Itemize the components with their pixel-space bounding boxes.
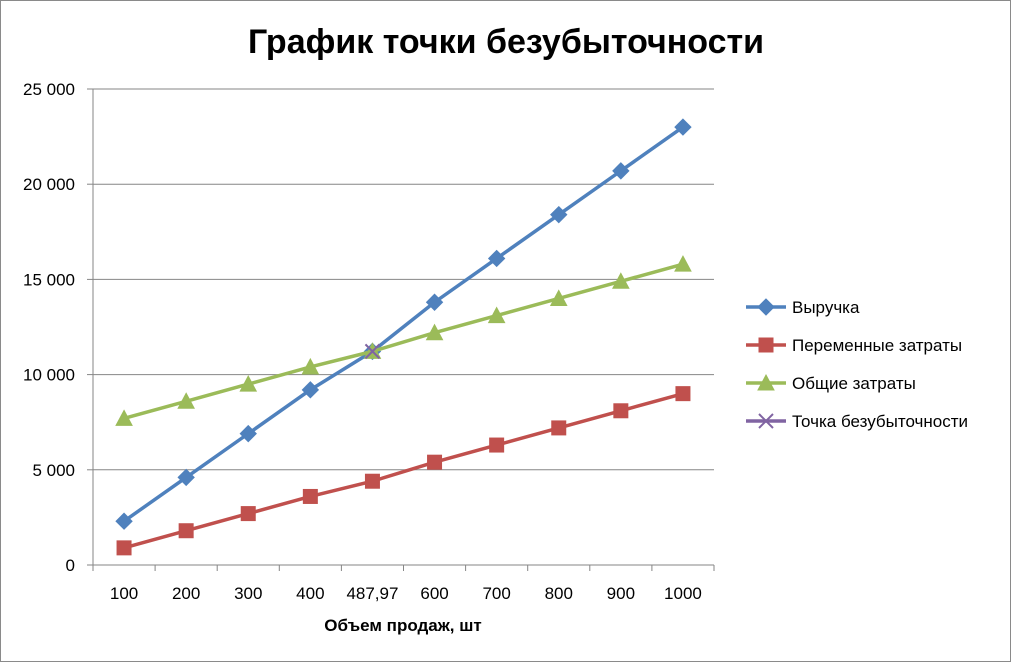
series-variable-costs <box>116 386 691 556</box>
data-point-revenue <box>301 381 320 399</box>
data-point-variable-costs <box>302 488 318 504</box>
series-line-total-costs <box>123 262 684 421</box>
legend-item-revenue: Выручка <box>746 298 860 317</box>
data-point-total-costs <box>549 289 568 306</box>
series-total-costs <box>115 255 692 426</box>
x-tick-label: 487,97 <box>346 584 398 603</box>
x-tick-label: 300 <box>234 584 262 603</box>
chart-title: График точки безубыточности <box>248 23 764 61</box>
legend-marker <box>757 373 775 391</box>
data-point-revenue <box>674 118 692 136</box>
legend-item-total-costs: Общие затраты <box>746 373 916 393</box>
legend-label: Переменные затраты <box>792 336 962 355</box>
data-point-revenue <box>239 424 257 443</box>
data-point-total-costs <box>239 375 258 392</box>
data-point-revenue <box>425 293 444 311</box>
y-tick-label: 25 000 <box>23 80 75 99</box>
data-point-variable-costs <box>613 403 629 419</box>
x-tick-labels: 100 200 300 400 487,97 600 700 800 900 1000 <box>110 584 702 603</box>
data-point-break-even <box>364 343 381 360</box>
data-point-revenue <box>177 468 195 487</box>
x-tick-label: 600 <box>420 584 448 603</box>
y-tick-label: 20 000 <box>23 175 75 194</box>
y-tick-label: 10 000 <box>23 366 75 385</box>
series-line-revenue <box>123 125 684 523</box>
data-point-variable-costs <box>489 437 505 453</box>
legend-label: Выручка <box>792 298 860 317</box>
data-point-revenue <box>487 249 506 268</box>
y-tick-label: 0 <box>66 556 75 575</box>
x-tick-label: 400 <box>296 584 324 603</box>
data-point-total-costs <box>177 392 195 409</box>
x-tick-label: 1000 <box>664 584 702 603</box>
x-tick-label: 100 <box>110 584 138 603</box>
y-tick-labels: 0 5 000 10 000 15 000 20 000 25 000 <box>23 80 75 575</box>
x-tick-label: 700 <box>482 584 510 603</box>
data-point-total-costs <box>487 306 506 324</box>
legend-item-break-even: Точка безубыточности <box>746 412 968 431</box>
data-point-total-costs <box>301 357 320 375</box>
data-point-variable-costs <box>675 386 691 402</box>
data-point-revenue <box>115 512 133 530</box>
y-tick-label: 15 000 <box>23 270 75 289</box>
legend-label: Точка безубыточности <box>792 412 968 431</box>
data-point-revenue <box>612 162 630 180</box>
data-point-total-costs <box>612 272 630 289</box>
series <box>115 118 692 556</box>
legend-marker <box>758 413 774 429</box>
data-point-total-costs <box>674 255 692 272</box>
data-point-revenue <box>550 205 568 224</box>
x-tick-label: 800 <box>545 584 573 603</box>
data-point-variable-costs <box>178 523 194 539</box>
legend-marker <box>757 298 775 316</box>
data-point-total-costs <box>425 323 444 341</box>
data-point-variable-costs <box>116 540 132 556</box>
data-point-variable-costs <box>240 506 256 522</box>
x-tick-label: 200 <box>172 584 200 603</box>
gridlines <box>93 88 714 471</box>
legend-marker <box>758 337 774 353</box>
series-revenue <box>115 118 692 530</box>
data-point-variable-costs <box>364 473 380 489</box>
series-break-even <box>364 343 381 360</box>
data-point-variable-costs <box>427 454 443 470</box>
series-line-variable-costs <box>123 391 684 550</box>
x-axis-label: Объем продаж, шт <box>324 616 481 635</box>
x-tick-label: 900 <box>607 584 635 603</box>
legend-label: Общие затраты <box>792 374 916 393</box>
legend: Выручка Переменные затраты Общие затраты То… <box>746 298 968 431</box>
data-point-total-costs <box>115 409 133 426</box>
legend-item-variable-costs: Переменные затраты <box>746 336 962 355</box>
data-point-variable-costs <box>551 420 567 436</box>
axes <box>87 88 715 571</box>
y-tick-label: 5 000 <box>32 461 75 480</box>
